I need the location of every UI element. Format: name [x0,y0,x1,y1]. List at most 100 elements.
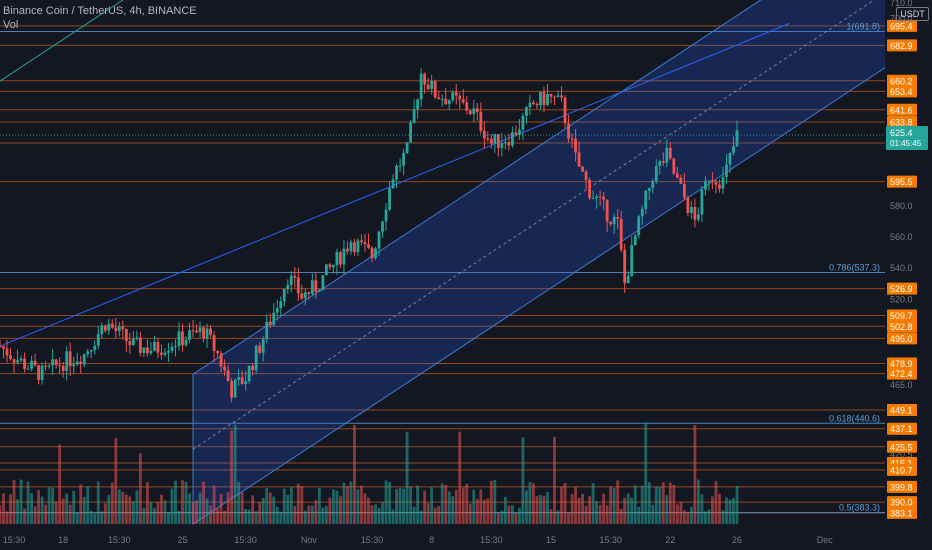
volume-bar-148 [518,507,521,524]
candle-body-154 [539,91,542,106]
volume-bar-41 [142,507,146,524]
price-tick-8: 420.5 [890,450,913,460]
volume-bar-22 [75,512,79,524]
candle-body-82 [286,284,290,290]
candle-body-205 [718,184,721,189]
volume-bar-177 [619,508,623,524]
volume-bar-127 [444,485,448,524]
volume-bar-55 [191,502,195,524]
volume-bar-120 [419,510,423,524]
volume-bar-18 [61,498,65,524]
level-tag-5: 633.8 [890,117,913,127]
level-tag-bg-21 [887,506,917,519]
candle-body-192 [672,158,676,174]
candle-body-27 [93,345,97,350]
volume-bar-154 [539,495,542,524]
volume-bar-14 [47,487,51,524]
candle-body-34 [117,326,121,332]
candle-body-64 [223,366,227,371]
volume-bar-108 [377,507,381,524]
level-tag-bg-1 [887,39,917,52]
volume-bar-78 [272,496,276,524]
volume-bar-184 [644,422,648,524]
candle-body-10 [33,360,37,366]
volume-bar-111 [388,482,391,524]
volume-bar-136 [475,499,479,524]
candle-body-75 [261,339,265,353]
volume-bar-107 [374,504,377,524]
candle-body-26 [89,349,93,352]
volume-bar-159 [556,510,560,524]
volume-bar-105 [367,497,370,524]
time-tick-5: Nov [301,535,318,545]
level-tag-bg-16 [887,440,917,453]
candle-body-87 [303,292,307,299]
candle-body-189 [661,160,665,163]
candle-body-183 [640,208,644,217]
volume-bar-31 [107,495,111,524]
candle-body-177 [619,218,623,250]
volume-bar-44 [153,508,156,524]
volume-bar-138 [482,499,486,524]
volume-bar-5 [16,499,19,524]
volume-bar-4 [12,480,16,524]
level-tag-21: 383.1 [890,508,913,518]
price-tick-2: 580.0 [890,201,913,211]
time-axis [0,529,885,550]
candle-body-158 [553,96,556,98]
volume-bar-32 [110,482,114,524]
candle-body-112 [391,179,395,189]
candle-body-43 [149,350,153,354]
volume-bar-112 [391,509,395,524]
currency-badge[interactable]: USDT [896,7,929,21]
candle-body-150 [525,107,528,116]
candle-body-36 [124,329,128,342]
candle-body-109 [381,221,384,232]
candle-body-143 [500,143,504,148]
level-tag-bg-10 [887,320,917,333]
candle-body-0 [0,346,2,348]
volume-bar-197 [689,506,693,524]
level-tag-7: 595.5 [890,177,913,187]
volume-bar-140 [489,480,493,524]
candle-body-133 [465,102,469,111]
level-tag-19: 399.8 [890,482,913,492]
volume-bar-143 [500,510,504,524]
candle-body-173 [605,199,609,222]
volume-bar-33 [114,437,118,524]
volume-bar-200 [700,494,704,524]
volume-bar-36 [124,494,128,524]
candle-body-181 [633,235,637,246]
candle-body-8 [26,368,30,370]
candle-body-134 [468,110,472,114]
level-tag-bg-15 [887,422,917,435]
volume-bar-181 [633,485,637,524]
volume-bar-49 [170,488,174,524]
candle-body-68 [237,377,241,380]
level-tag-bg-14 [887,403,917,416]
level-tag-bg-4 [887,103,917,116]
candle-body-146 [510,132,514,146]
candle-body-54 [188,330,191,340]
candle-body-15 [51,359,55,366]
volume-bar-81 [282,488,286,524]
candle-body-119 [416,99,420,110]
candle-body-16 [54,359,58,365]
candle-body-128 [447,100,451,105]
volume-bar-179 [626,493,630,524]
volume-bar-24 [82,496,86,524]
candle-body-97 [339,252,342,265]
level-tag-12: 478.9 [890,359,913,369]
time-tick-3: 25 [177,535,187,545]
candle-body-210 [735,130,739,147]
volume-bar-27 [93,513,97,524]
chart-title: Binance Coin / TetherUS, 4h, BINANCE [3,5,197,17]
volume-bar-87 [303,510,307,524]
volume-bar-202 [707,509,711,524]
volume-bar-45 [156,502,160,524]
volume-bar-124 [433,507,437,524]
volume-bar-204 [714,481,718,524]
level-tag-bg-3 [887,85,917,98]
candle-body-29 [100,325,104,335]
